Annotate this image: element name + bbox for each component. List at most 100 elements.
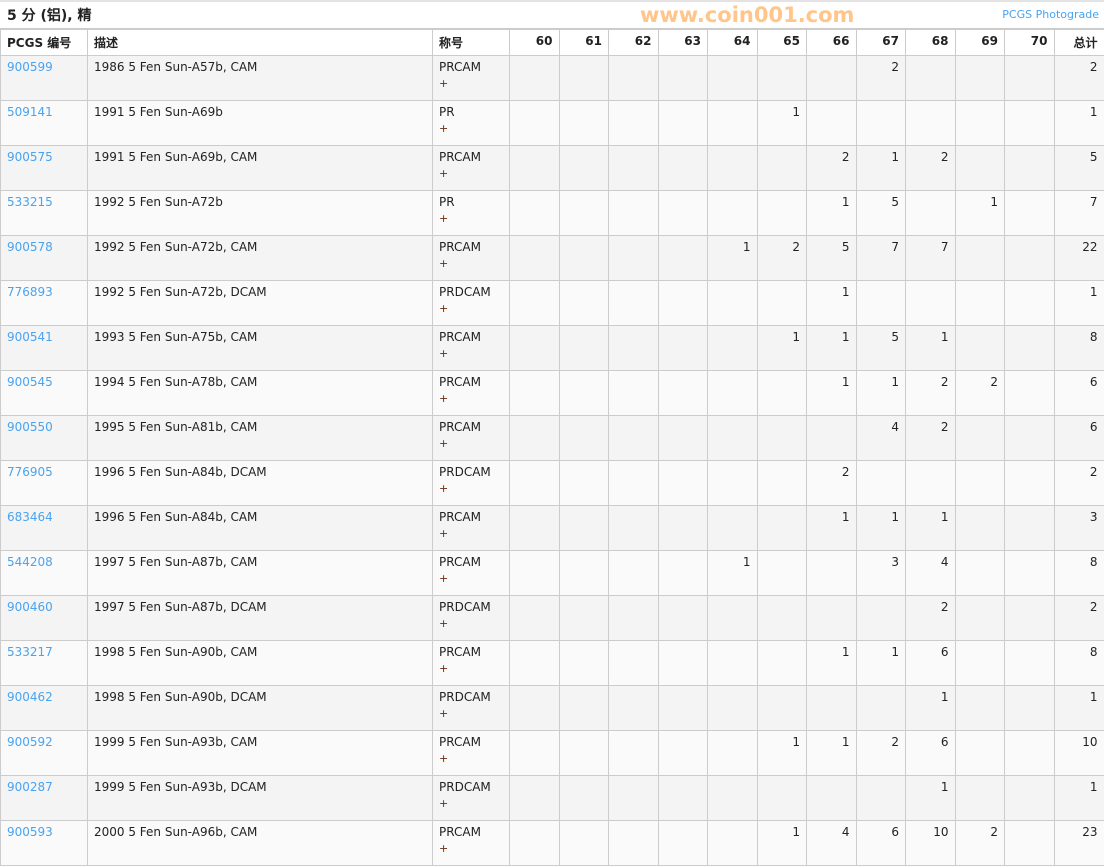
designation: PR [439, 195, 455, 209]
pcgs-code-link[interactable]: 900541 [7, 330, 53, 344]
total-cell: 6 [1054, 371, 1104, 416]
designation-cell: PRCAM+ [433, 326, 510, 371]
grade-count-cell [757, 506, 807, 551]
grade-count-cell [955, 236, 1005, 281]
grade-count-cell [609, 776, 659, 821]
description-cell: 1992 5 Fen Sun-A72b, CAM [88, 236, 433, 281]
grade-count-cell [510, 326, 560, 371]
pcgs-code-link[interactable]: 900460 [7, 600, 53, 614]
grade-count-cell [708, 641, 758, 686]
total-cell: 8 [1054, 551, 1104, 596]
grade-count-cell [609, 416, 659, 461]
grade-count-cell [559, 731, 609, 776]
grade-count-cell [955, 56, 1005, 101]
grade-count-cell [807, 776, 857, 821]
grade-count-cell [510, 641, 560, 686]
grade-count-cell [510, 56, 560, 101]
pcgs-code-cell: 900575 [1, 146, 88, 191]
grade-count-cell: 1 [856, 641, 906, 686]
total-cell: 22 [1054, 236, 1104, 281]
description-cell: 1999 5 Fen Sun-A93b, CAM [88, 731, 433, 776]
grade-count-cell [955, 776, 1005, 821]
grade-count-cell [955, 101, 1005, 146]
grade-count-cell [1005, 281, 1055, 326]
column-header: 66 [807, 30, 857, 56]
grade-count-cell [609, 461, 659, 506]
grade-count-cell [658, 551, 708, 596]
pcgs-photograde-link[interactable]: PCGS Photograde [1002, 8, 1099, 21]
description-cell: 1998 5 Fen Sun-A90b, DCAM [88, 686, 433, 731]
grade-count-cell: 10 [906, 821, 956, 866]
grade-count-cell [510, 146, 560, 191]
grade-count-cell [510, 461, 560, 506]
watermark: www.coin001.com [640, 2, 854, 28]
pcgs-code-link[interactable]: 533215 [7, 195, 53, 209]
grade-count-cell [658, 101, 708, 146]
pcgs-code-link[interactable]: 776905 [7, 465, 53, 479]
grade-count-cell [658, 461, 708, 506]
designation: PRDCAM [439, 465, 491, 479]
grade-count-cell [955, 731, 1005, 776]
grade-count-cell [807, 416, 857, 461]
description-cell: 1996 5 Fen Sun-A84b, CAM [88, 506, 433, 551]
grade-count-cell [609, 686, 659, 731]
column-header: 62 [609, 30, 659, 56]
designation-cell: PRDCAM+ [433, 596, 510, 641]
pcgs-code-cell: 900460 [1, 596, 88, 641]
pcgs-code-link[interactable]: 900599 [7, 60, 53, 74]
pcgs-code-cell: 683464 [1, 506, 88, 551]
grade-count-cell [1005, 56, 1055, 101]
pcgs-code-link[interactable]: 509141 [7, 105, 53, 119]
grade-count-cell [559, 326, 609, 371]
designation-cell: PRCAM+ [433, 56, 510, 101]
grade-count-cell [856, 281, 906, 326]
grade-count-cell [1005, 326, 1055, 371]
grade-count-cell [757, 551, 807, 596]
pcgs-code-link[interactable]: 683464 [7, 510, 53, 524]
grade-count-cell [955, 281, 1005, 326]
grade-count-cell [510, 371, 560, 416]
grade-count-cell: 6 [856, 821, 906, 866]
grade-count-cell [1005, 821, 1055, 866]
grade-count-cell: 2 [906, 416, 956, 461]
pcgs-code-link[interactable]: 900575 [7, 150, 53, 164]
grade-count-cell [856, 596, 906, 641]
grade-count-cell [757, 641, 807, 686]
pcgs-code-cell: 776905 [1, 461, 88, 506]
pcgs-code-link[interactable]: 900287 [7, 780, 53, 794]
grade-count-cell [757, 371, 807, 416]
grade-count-cell [708, 326, 758, 371]
grade-count-cell [955, 596, 1005, 641]
pcgs-code-link[interactable]: 900462 [7, 690, 53, 704]
pcgs-code-link[interactable]: 533217 [7, 645, 53, 659]
pcgs-code-link[interactable]: 900592 [7, 735, 53, 749]
pcgs-code-link[interactable]: 900545 [7, 375, 53, 389]
plus-marker: + [439, 167, 503, 180]
pcgs-code-link[interactable]: 544208 [7, 555, 53, 569]
grade-count-cell [510, 416, 560, 461]
designation-cell: PRCAM+ [433, 641, 510, 686]
grade-count-cell [559, 551, 609, 596]
pcgs-code-link[interactable]: 900578 [7, 240, 53, 254]
designation: PRDCAM [439, 690, 491, 704]
total-cell: 1 [1054, 281, 1104, 326]
grade-count-cell: 6 [906, 731, 956, 776]
grade-count-cell [510, 101, 560, 146]
grade-count-cell: 2 [856, 56, 906, 101]
grade-count-cell [559, 281, 609, 326]
column-header: 65 [757, 30, 807, 56]
pcgs-code-link[interactable]: 900550 [7, 420, 53, 434]
grade-count-cell [609, 371, 659, 416]
grade-count-cell [1005, 506, 1055, 551]
grade-count-cell [856, 776, 906, 821]
column-header: 68 [906, 30, 956, 56]
grade-count-cell: 1 [955, 191, 1005, 236]
title-bar: 5 分 (铝), 精 www.coin001.com PCGS Photogra… [0, 2, 1104, 29]
grade-count-cell [906, 56, 956, 101]
designation-cell: PRCAM+ [433, 146, 510, 191]
pcgs-code-link[interactable]: 776893 [7, 285, 53, 299]
pcgs-code-link[interactable]: 900593 [7, 825, 53, 839]
plus-marker: + [439, 77, 503, 90]
